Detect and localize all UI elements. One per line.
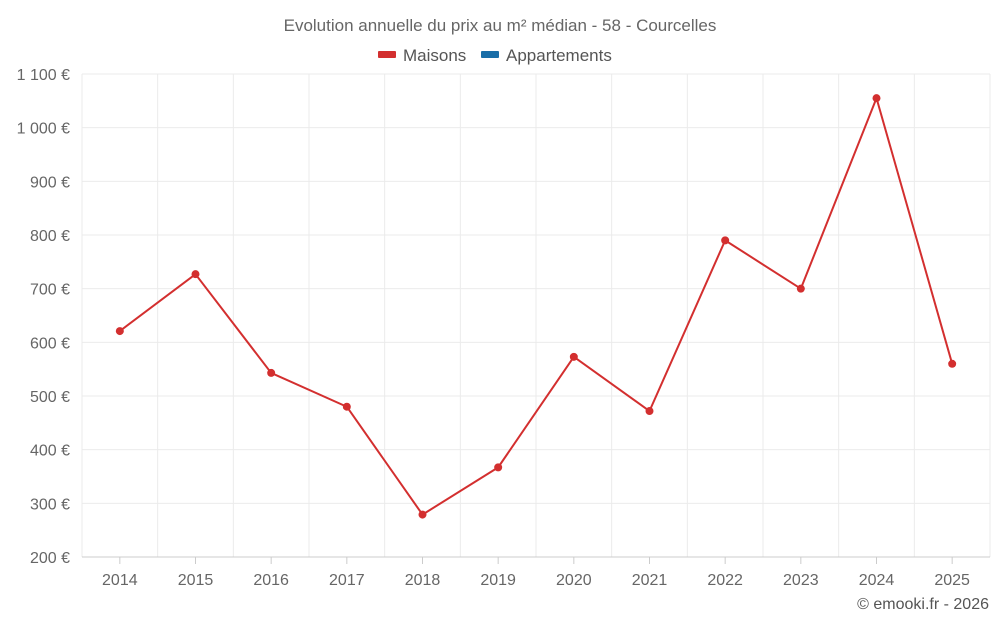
data-point[interactable] bbox=[418, 510, 427, 519]
legend-swatch-appartements bbox=[481, 51, 499, 58]
data-point[interactable] bbox=[721, 236, 730, 245]
x-tick-label: 2016 bbox=[253, 572, 289, 589]
y-tick-label: 200 € bbox=[30, 550, 70, 567]
x-tick-label: 2024 bbox=[859, 572, 895, 589]
data-point[interactable] bbox=[948, 359, 957, 368]
legend-swatch-maisons bbox=[378, 51, 396, 58]
y-tick-label: 500 € bbox=[30, 389, 70, 406]
y-axis-labels: 200 € 300 € 400 € 500 € 600 € 700 € 800 € 900 €… bbox=[17, 67, 70, 567]
data-point[interactable] bbox=[796, 284, 805, 293]
series-line-maisons bbox=[119, 97, 954, 516]
legend-item-appartements[interactable]: Appartements bbox=[481, 46, 612, 65]
x-tick-label: 2021 bbox=[632, 572, 668, 589]
legend-label-maisons: Maisons bbox=[403, 46, 466, 65]
data-point[interactable] bbox=[191, 270, 200, 279]
y-tick-label: 1 000 € bbox=[17, 121, 70, 138]
data-point[interactable] bbox=[872, 94, 881, 103]
x-grid bbox=[81, 74, 991, 557]
x-tick-label: 2019 bbox=[480, 572, 516, 589]
x-tick-label: 2017 bbox=[329, 572, 365, 589]
y-tick-label: 600 € bbox=[30, 335, 70, 352]
y-tick-label: 700 € bbox=[30, 282, 70, 299]
data-point[interactable] bbox=[645, 407, 654, 416]
legend-item-maisons[interactable]: Maisons bbox=[378, 46, 466, 65]
x-tick-label: 2014 bbox=[102, 572, 138, 589]
x-tick-label: 2015 bbox=[178, 572, 214, 589]
credit-text: © emooki.fr - 2026 bbox=[857, 596, 989, 613]
x-tick-label: 2023 bbox=[783, 572, 819, 589]
data-point[interactable] bbox=[569, 352, 578, 361]
y-tick-label: 1 100 € bbox=[17, 67, 70, 84]
data-point[interactable] bbox=[494, 463, 503, 472]
data-point[interactable] bbox=[115, 327, 124, 336]
y-tick-label: 300 € bbox=[30, 496, 70, 513]
x-axis-labels: 2014 2015 2016 2017 2018 2019 2020 2021 2022 2023… bbox=[102, 557, 970, 589]
y-tick-label: 800 € bbox=[30, 228, 70, 245]
y-tick-label: 900 € bbox=[30, 174, 70, 191]
series-layer bbox=[115, 94, 957, 519]
x-tick-label: 2022 bbox=[707, 572, 743, 589]
legend-label-appartements: Appartements bbox=[506, 46, 612, 65]
y-tick-label: 400 € bbox=[30, 443, 70, 460]
x-tick-label: 2025 bbox=[934, 572, 970, 589]
data-point[interactable] bbox=[267, 368, 276, 377]
legend: Maisons Appartements bbox=[378, 46, 612, 65]
x-tick-label: 2018 bbox=[405, 572, 441, 589]
x-tick-label: 2020 bbox=[556, 572, 592, 589]
data-point[interactable] bbox=[342, 402, 351, 411]
chart-title: Evolution annuelle du prix au m² médian … bbox=[284, 16, 717, 35]
